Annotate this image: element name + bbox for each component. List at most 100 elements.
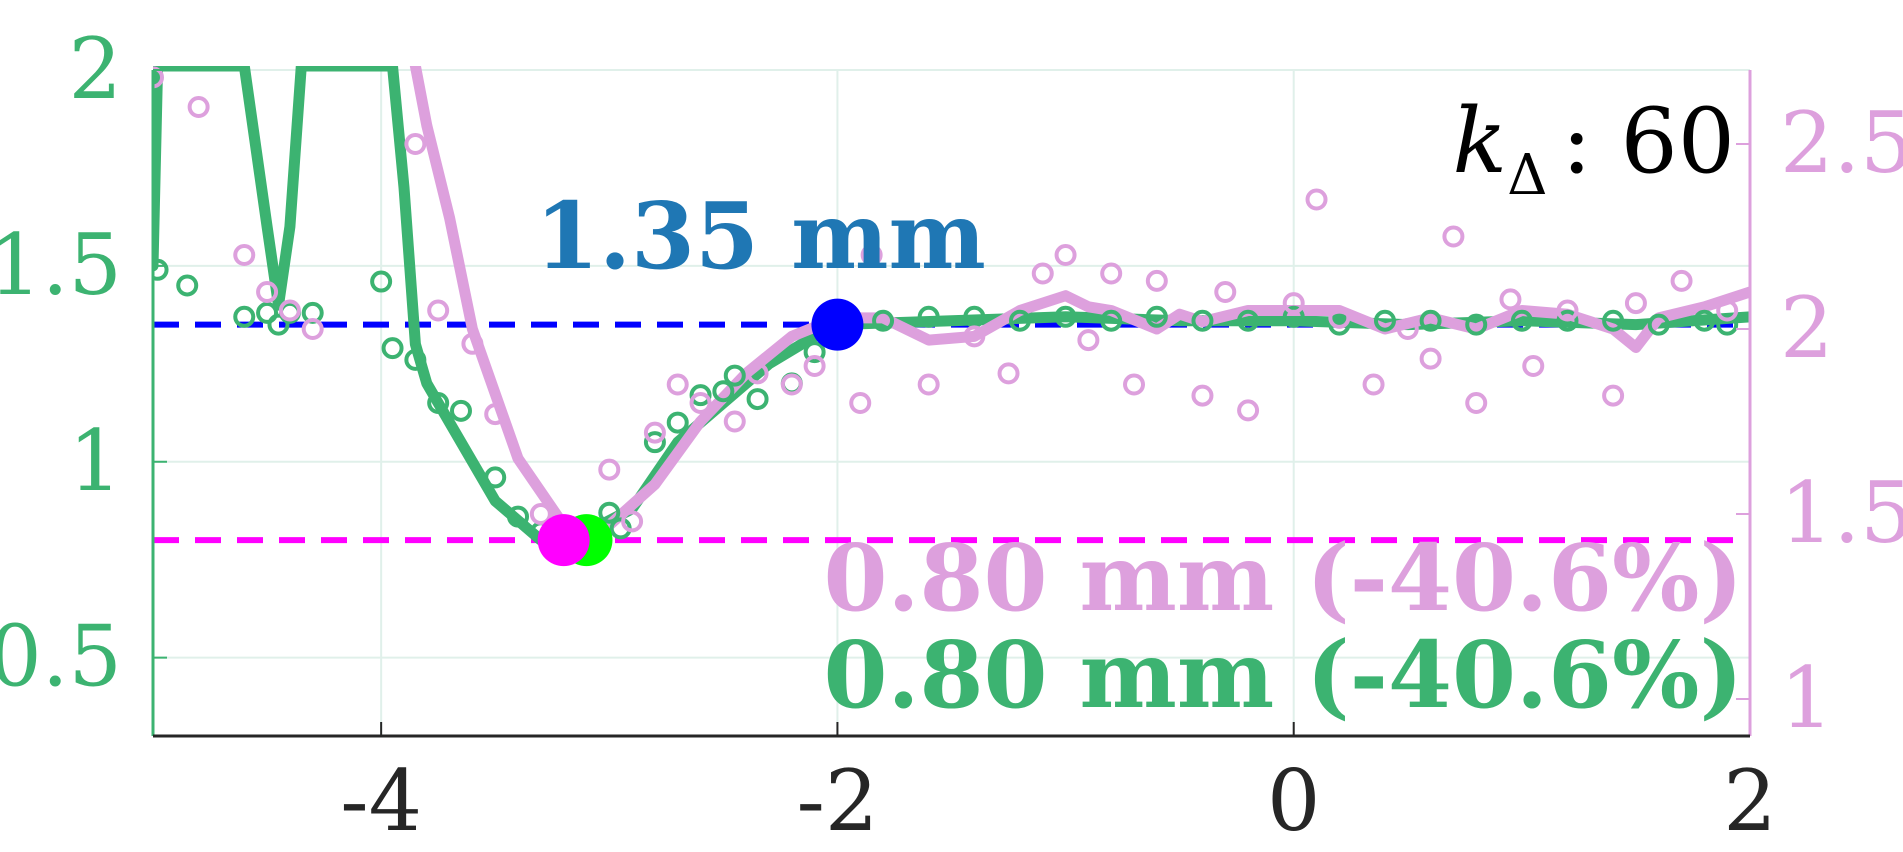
series-layer xyxy=(153,66,1750,556)
scatter-point-3 xyxy=(529,503,552,525)
scatter-point-2 xyxy=(507,505,530,528)
scatter-point-3 xyxy=(666,373,689,396)
scatter-point-3 xyxy=(860,244,883,266)
scatter-point-2 xyxy=(1693,309,1716,332)
scatter-point-3 xyxy=(301,318,324,340)
scatter-point-3 xyxy=(1054,244,1077,266)
scatter-point-2 xyxy=(746,388,769,411)
scatter-point-2 xyxy=(712,380,735,403)
scatter-point-3 xyxy=(1522,355,1545,377)
scatter-point-2 xyxy=(1419,309,1442,332)
scatter-point-3 xyxy=(780,373,803,396)
scatter-point-3 xyxy=(598,458,621,481)
scatter-point-2 xyxy=(233,305,256,328)
scatter-point-3 xyxy=(746,362,769,385)
pink-change-label: 0.80 mm (-40.6%) xyxy=(823,524,1743,632)
scatter-point-3 xyxy=(187,96,210,118)
y-right-tick-label: 2 xyxy=(1780,279,1833,377)
scatter-point-3 xyxy=(1282,292,1305,315)
y-left-tick-label: 2 xyxy=(69,20,122,118)
scatter-point-2 xyxy=(666,411,689,434)
scatter-point-3 xyxy=(1670,269,1693,292)
y-left-tick-label: 0.5 xyxy=(0,608,122,706)
scatter-point-2 xyxy=(723,364,746,387)
scatter-point-3 xyxy=(427,299,450,322)
y-right-tick-label: 1 xyxy=(1780,649,1833,747)
scatter-point-2 xyxy=(1054,305,1077,328)
scatter-point-2 xyxy=(484,466,507,489)
scatter-point-3 xyxy=(461,332,484,355)
scatter-point-2 xyxy=(1100,309,1123,332)
axes xyxy=(151,69,1752,738)
highlight-markers xyxy=(537,298,864,567)
scatter-point-2 xyxy=(153,258,169,281)
scatter-point-3 xyxy=(256,281,279,303)
scatter-point-2 xyxy=(1465,313,1488,336)
k-symbol: k xyxy=(1453,89,1508,194)
scatter-point-3 xyxy=(1556,299,1579,322)
scatter-point-3 xyxy=(1362,373,1385,396)
scatter-point-3 xyxy=(484,403,507,426)
scatter-point-3 xyxy=(689,392,712,414)
scatter-point-2 xyxy=(1373,309,1396,332)
scatter-point-2 xyxy=(427,392,450,414)
scatter-point-3 xyxy=(963,325,986,348)
scatter-point-3 xyxy=(1716,299,1739,322)
scatter-point-2 xyxy=(449,399,472,422)
scatter-point-3 xyxy=(849,392,872,414)
scatter-point-3 xyxy=(1145,269,1168,292)
scatter-point-3 xyxy=(621,510,644,533)
scatter-point-3 xyxy=(1237,399,1260,422)
scatter-point-3 xyxy=(1031,262,1054,285)
scatter-point-3 xyxy=(1214,281,1237,303)
scatter-point-3 xyxy=(233,244,256,266)
scatter-point-2 xyxy=(1008,309,1031,332)
x-tick-label: 2 xyxy=(1723,752,1776,850)
scatter-point-2 xyxy=(267,313,290,336)
scatter-point-3 xyxy=(1077,329,1100,352)
scatter-point-3 xyxy=(1328,306,1351,329)
scatter-point-3 xyxy=(997,362,1020,385)
scatter-point-3 xyxy=(404,133,427,155)
scatter-point-2 xyxy=(1191,309,1214,332)
scatter-point-2 xyxy=(381,337,404,360)
scatter-point-3 xyxy=(1305,188,1328,211)
x-tick-label: 0 xyxy=(1267,752,1320,850)
x-tick-label: -4 xyxy=(340,752,422,850)
x-tick-label: -2 xyxy=(797,752,879,850)
scatter-point-3 xyxy=(1499,288,1522,311)
scatter-point-2 xyxy=(689,384,712,407)
scatter-point-3 xyxy=(917,373,940,396)
scatter-point-2 xyxy=(1602,309,1625,332)
scatter-point-3 xyxy=(1465,392,1488,414)
scatter-point-2 xyxy=(803,341,826,364)
scatter-point-2 xyxy=(176,274,199,297)
series-line-1 xyxy=(409,66,1750,531)
scatter-point-3 xyxy=(723,410,746,433)
y-left-tick-label: 1.5 xyxy=(0,216,122,314)
baseline-label: 1.35 mm xyxy=(535,182,986,290)
scatter-point-2 xyxy=(598,501,621,524)
k-subscript: Δ xyxy=(1507,143,1547,208)
marker-point-0 xyxy=(811,298,864,351)
k-value: : 60 xyxy=(1562,89,1735,194)
scatter-point-2 xyxy=(1510,309,1533,332)
scatter-point-2 xyxy=(256,301,279,324)
scatter-point-3 xyxy=(278,299,301,322)
scatter-point-2 xyxy=(872,309,895,332)
scatter-point-2 xyxy=(370,270,393,293)
scatter-point-2 xyxy=(1328,313,1351,336)
scatter-point-3 xyxy=(643,421,666,444)
scatter-point-3 xyxy=(1442,225,1465,248)
scatter-point-2 xyxy=(404,348,427,371)
scatter-point-3 xyxy=(153,66,164,89)
scatter-point-3 xyxy=(803,355,826,377)
green-change-label: 0.80 mm (-40.6%) xyxy=(823,621,1743,729)
y-right-tick-label: 2.5 xyxy=(1780,94,1903,192)
series-line-0 xyxy=(153,66,1750,546)
marker-point-2 xyxy=(537,514,590,567)
scatter-point-3 xyxy=(1100,262,1123,285)
scatter-point-3 xyxy=(1602,384,1625,407)
scatter-point-2 xyxy=(1282,305,1305,328)
